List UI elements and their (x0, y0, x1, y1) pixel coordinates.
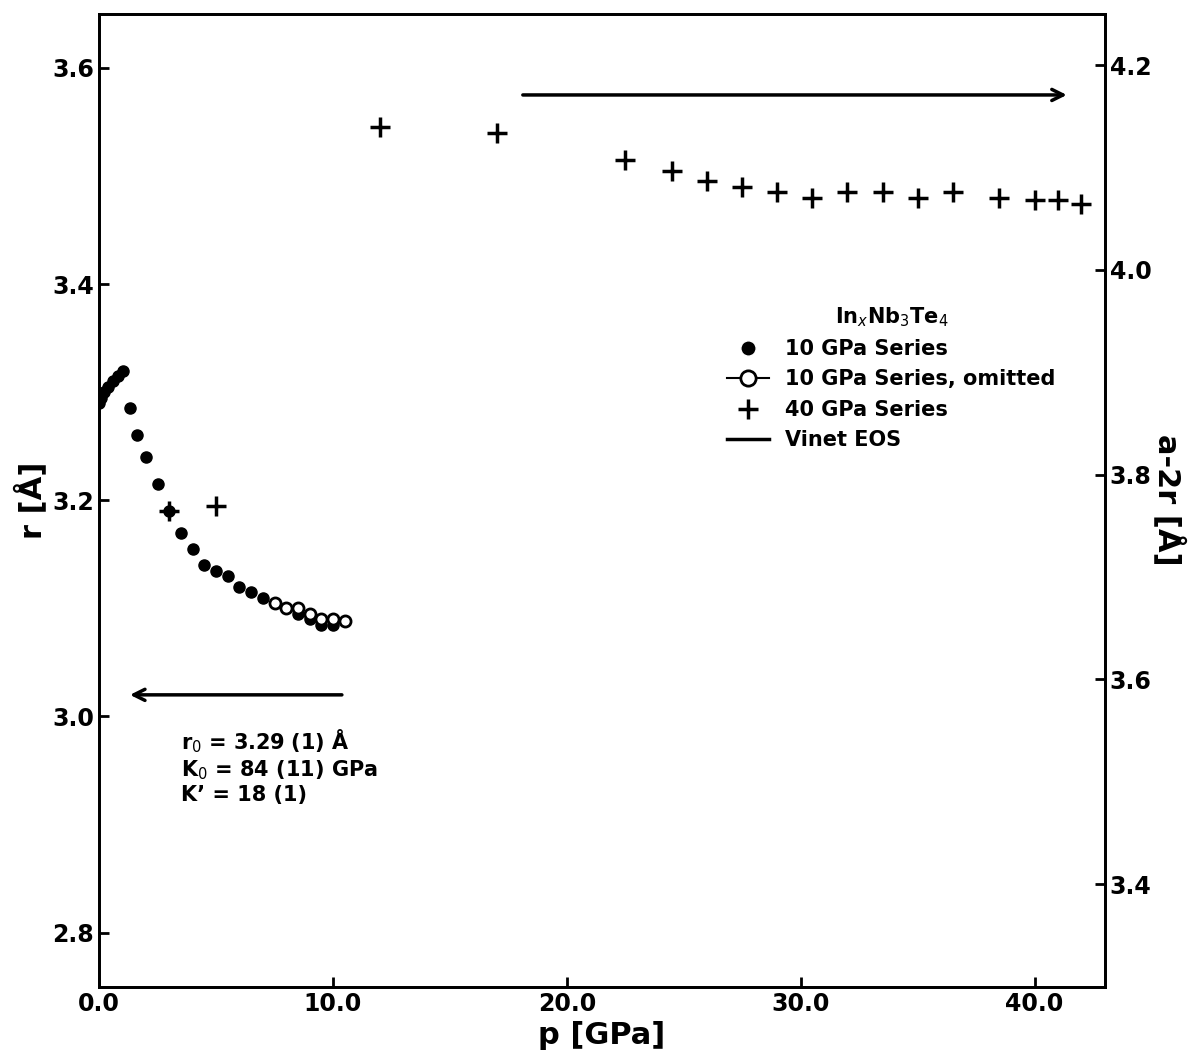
Line: 10 GPa Series, omitted: 10 GPa Series, omitted (269, 597, 350, 627)
Line: 10 GPa Series: 10 GPa Series (94, 365, 338, 630)
40 GPa Series (875, 186, 889, 199)
Text: r$_0$ = 3.29 (1) Å
K$_0$ = 84 (11) GPa
K’ = 18 (1): r$_0$ = 3.29 (1) Å K$_0$ = 84 (11) GPa K… (181, 728, 378, 805)
10 GPa Series (244, 586, 258, 599)
40 GPa Series (992, 192, 1007, 204)
40 GPa Series (490, 127, 504, 139)
10 GPa Series (106, 375, 120, 387)
40 GPa Series (770, 186, 785, 199)
40 GPa Series (372, 121, 386, 134)
10 GPa Series, omitted (325, 613, 340, 626)
10 GPa Series (101, 381, 115, 394)
40 GPa Series (700, 176, 714, 188)
10 GPa Series, omitted (302, 608, 317, 620)
X-axis label: p [GPa]: p [GPa] (539, 1021, 666, 1050)
10 GPa Series (110, 369, 125, 382)
10 GPa Series (97, 386, 112, 399)
10 GPa Series (314, 618, 329, 631)
10 GPa Series, omitted (280, 602, 294, 615)
40 GPa Series (734, 181, 749, 194)
40 GPa Series (805, 192, 820, 204)
10 GPa Series (325, 618, 340, 631)
40 GPa Series (618, 153, 632, 166)
40 GPa Series (1051, 194, 1066, 206)
10 GPa Series (162, 504, 176, 517)
10 GPa Series, omitted (337, 615, 352, 628)
10 GPa Series (115, 364, 130, 377)
40 GPa Series (946, 186, 960, 199)
10 GPa Series (290, 608, 305, 620)
10 GPa Series (302, 613, 317, 626)
Y-axis label: r [Å]: r [Å] (14, 462, 47, 539)
10 GPa Series (150, 478, 164, 491)
10 GPa Series (280, 602, 294, 615)
40 GPa Series (665, 164, 679, 177)
40 GPa Series (1074, 198, 1088, 211)
10 GPa Series (122, 402, 137, 415)
Y-axis label: a-2r [Å]: a-2r [Å] (1153, 434, 1186, 566)
10 GPa Series (221, 569, 235, 582)
10 GPa Series (209, 564, 223, 577)
10 GPa Series (139, 451, 154, 464)
10 GPa Series, omitted (268, 597, 282, 610)
10 GPa Series (256, 592, 270, 604)
10 GPa Series (186, 543, 200, 555)
10 GPa Series (130, 429, 144, 442)
40 GPa Series (911, 192, 925, 204)
10 GPa Series (95, 392, 109, 404)
40 GPa Series (840, 186, 854, 199)
10 GPa Series (268, 597, 282, 610)
10 GPa Series (92, 397, 107, 410)
10 GPa Series (197, 559, 211, 571)
10 GPa Series (233, 580, 247, 593)
10 GPa Series (174, 527, 188, 539)
40 GPa Series (1027, 194, 1042, 206)
10 GPa Series, omitted (290, 602, 305, 615)
Line: 40 GPa Series: 40 GPa Series (370, 118, 1091, 214)
10 GPa Series, omitted (314, 613, 329, 626)
Legend: 10 GPa Series, 10 GPa Series, omitted, 40 GPa Series, Vinet EOS: 10 GPa Series, 10 GPa Series, omitted, 4… (719, 297, 1064, 459)
